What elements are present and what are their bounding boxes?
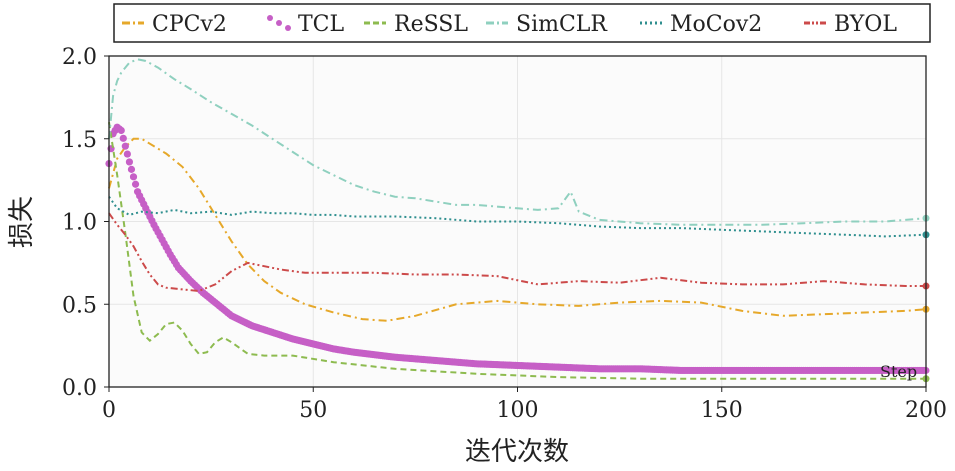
series-tcl [105,123,930,375]
y-tick-label: 0.5 [62,293,97,318]
line-byol [108,212,926,293]
y-axis-title: 损失 [7,196,37,248]
legend-swatch-tcl [276,20,282,26]
legend-box [113,3,931,43]
legend-swatch-tcl [267,15,273,21]
x-tick-label: 100 [497,398,539,423]
point-tcl [123,150,131,158]
x-tick-label: 0 [102,398,116,423]
point-tcl [121,142,129,150]
y-tick-label: 1.5 [62,128,97,153]
x-tick-label: 200 [905,398,947,423]
point-tcl [129,173,138,181]
legend-swatch-tcl [285,25,291,31]
line-mocov2 [108,196,927,238]
line-ressl [108,122,926,380]
step-annotation: Step [880,362,917,381]
x-axis-title: 迭代次数 [465,437,569,467]
legend-label-byol: BYOL [834,12,897,37]
line-cpcv2 [108,137,927,322]
legend-label-tcl: TCL [298,12,345,37]
y-tick-label: 1.0 [62,211,97,236]
legend: CPCv2 TCL ReSSL SimCLR MoCov2 BYOL [113,3,931,43]
point-tcl [127,165,136,173]
point-tcl [125,158,134,166]
x-axis: 0 50 100 150 200 [102,387,947,423]
line-simclr [108,58,927,226]
y-axis: 0.0 0.5 1.0 1.5 2.0 [62,45,109,401]
legend-label-mocov2: MoCov2 [670,12,762,37]
point-tcl [117,126,125,135]
series-layer [105,58,930,383]
point-tcl [131,180,140,188]
point-tcl [119,134,127,142]
y-tick-label: 2.0 [62,45,97,70]
legend-label-ressl: ReSSL [394,12,468,37]
legend-label-cpcv2: CPCv2 [152,12,227,37]
x-tick-label: 150 [701,398,743,423]
y-tick-label: 0.0 [62,376,97,401]
x-tick-label: 50 [299,398,327,423]
legend-label-simclr: SimCLR [516,12,608,37]
